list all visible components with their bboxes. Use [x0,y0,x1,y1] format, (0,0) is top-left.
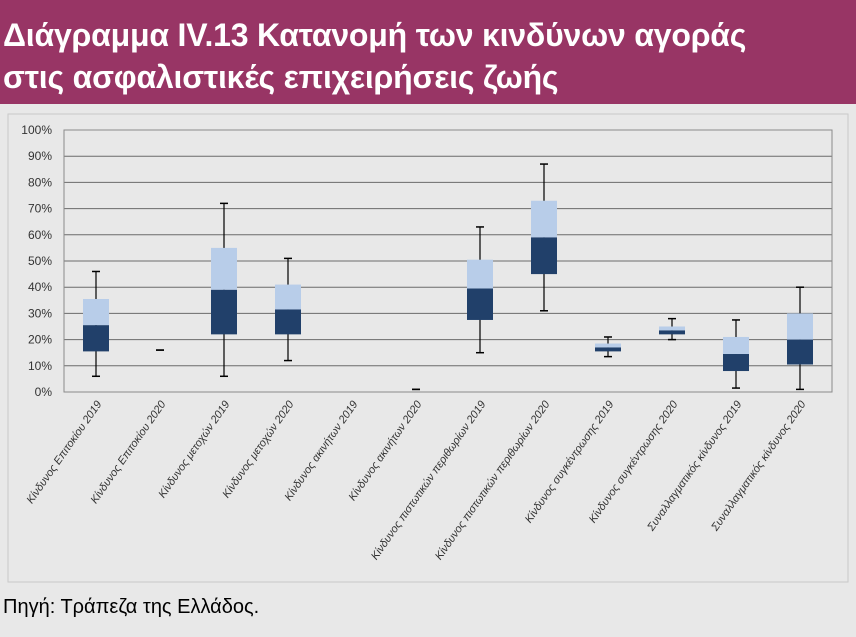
chart-panel: 0% 10% 20% 30% 40% 50% 60% 70% 80% 90% 100% Κίνδυνο… [0,108,856,590]
y-tick-label: 50% [28,254,52,268]
source-note: Πηγή: Τράπεζα της Ελλάδος. [3,596,260,618]
chart-area-frame [7,113,849,583]
chart-title-line-1: Διάγραμμα IV.13 Κατανομή των κινδύνων αγ… [3,17,747,53]
box-lower-quartile [467,288,493,320]
y-tick-label: 40% [28,280,52,294]
y-tick-label: 70% [28,202,52,216]
y-tick-label: 0% [35,385,53,399]
y-tick-label: 30% [28,306,52,320]
box-upper-quartile [723,336,749,355]
box-lower-quartile [787,339,813,365]
box-lower-quartile [83,325,109,352]
box-lower-quartile [211,289,237,335]
box-upper-quartile [83,298,109,326]
box-lower-quartile [659,330,685,335]
chart-title-line-2: στις ασφαλιστικές επιχειρήσεις ζωής [3,59,559,95]
box-lower-quartile [531,237,557,275]
box-upper-quartile [467,259,493,289]
y-tick-label: 10% [28,359,52,373]
box-lower-quartile [595,347,621,352]
box-upper-quartile [659,326,685,331]
y-tick-label: 60% [28,228,52,242]
y-tick-label: 20% [28,333,52,347]
box-upper-quartile [787,313,813,340]
y-tick-label: 90% [28,149,52,163]
y-tick-label: 100% [21,123,52,137]
box-upper-quartile [275,284,301,310]
title-band: Διάγραμμα IV.13 Κατανομή των κινδύνων αγ… [0,0,856,104]
box-lower-quartile [275,309,301,335]
y-tick-label: 80% [28,175,52,189]
box-lower-quartile [723,354,749,372]
boxplot-chart: 0%10%20%30%40%50%60%70%80%90%100%Κίνδυνο… [7,113,849,583]
plot-border [63,129,833,393]
box-upper-quartile [531,200,557,238]
box-upper-quartile [595,343,621,348]
box-upper-quartile [211,247,237,290]
